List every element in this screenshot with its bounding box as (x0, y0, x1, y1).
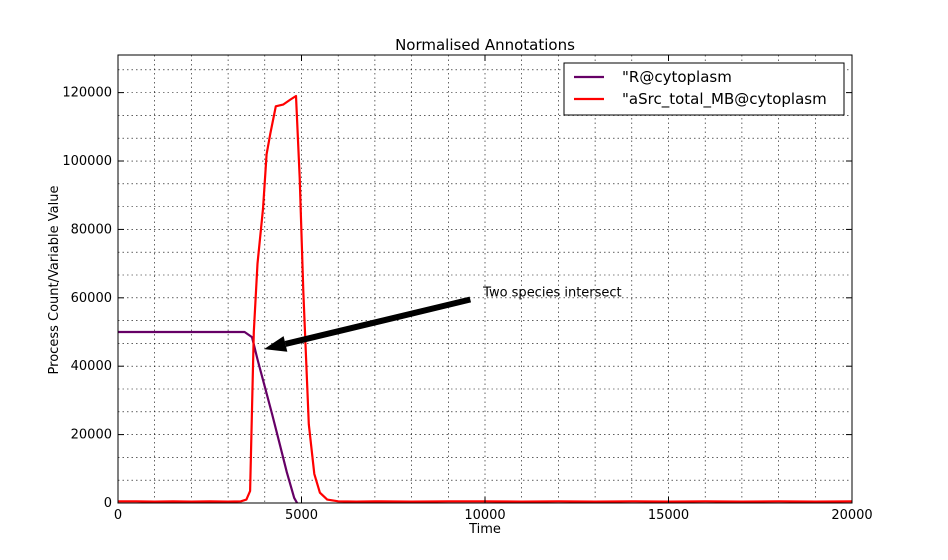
grid (118, 55, 852, 503)
chart-title: Normalised Annotations (395, 36, 575, 54)
y-axis-label: Process Count/Variable Value (47, 186, 62, 375)
x-tick-label: 5000 (285, 508, 318, 523)
legend-label-asrc-total-mb: "aSrc_total_MB@cytoplasm (622, 90, 827, 109)
annotation-arrow (284, 296, 472, 347)
series-line-1 (118, 94, 853, 503)
annotation-label: Two species intersect (482, 286, 622, 301)
x-tick-label: 15000 (648, 508, 689, 523)
y-tick-label: 40000 (71, 359, 112, 374)
y-tick-label: 100000 (62, 154, 112, 169)
annotation-arrowhead (264, 336, 288, 352)
plot-frame (117, 54, 853, 504)
series-line-0 (118, 330, 299, 504)
x-tick-label: 10000 (464, 508, 505, 523)
y-tick-label: 60000 (71, 291, 112, 306)
x-tick-label: 20000 (831, 508, 872, 523)
annotation: Two species intersect (264, 286, 622, 352)
y-tick-label: 120000 (62, 86, 112, 101)
legend-label-r-cytoplasm: "R@cytoplasm (622, 68, 732, 86)
y-tick-label: 80000 (71, 222, 112, 237)
axis-ticks: 0 5000 10000 15000 20000 0 20000 40000 60000 8000… (62, 55, 873, 523)
legend-box (563, 62, 845, 116)
series-layer (118, 94, 853, 504)
y-tick-label: 0 (104, 496, 112, 511)
x-tick-label: 0 (114, 508, 122, 523)
y-tick-label: 20000 (71, 428, 112, 443)
x-axis-label: Time (468, 522, 501, 537)
legend: "R@cytoplasm "aSrc_total_MB@cytoplasm (563, 62, 845, 116)
